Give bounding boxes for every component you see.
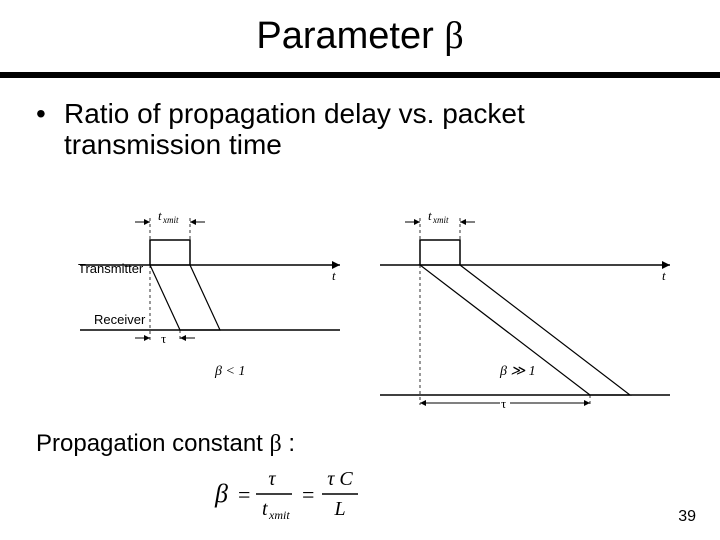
- right-diagram: t t xmit τ β ≫ 1: [380, 208, 670, 410]
- right-beta-label: β ≫ 1: [499, 364, 536, 379]
- bullet-dot: •: [36, 98, 46, 129]
- left-txmit-t: t: [158, 208, 162, 223]
- diagram: t t xmit τ β < 1: [0, 180, 720, 410]
- formula-tau1: τ: [268, 468, 276, 490]
- formula-t: t: [262, 498, 268, 520]
- bullet-point: • Ratio of propagation delay vs. packet …: [36, 98, 680, 161]
- page-number: 39: [678, 508, 696, 526]
- prop-const-suffix: :: [282, 430, 295, 457]
- title-rule: [0, 72, 720, 78]
- prop-const-beta: β: [270, 431, 282, 457]
- right-txmit-t: t: [428, 208, 432, 223]
- left-beta-label: β < 1: [214, 364, 245, 379]
- formula-tauC: τ C: [327, 468, 353, 490]
- left-txmit-sub: xmit: [162, 215, 179, 225]
- propagation-constant-label: Propagation constant β :: [36, 430, 295, 458]
- formula: β = τ t xmit = τ C L: [210, 460, 410, 530]
- right-tau: τ: [501, 396, 506, 410]
- formula-eq2: =: [302, 482, 314, 507]
- left-tau: τ: [161, 331, 166, 346]
- right-t-axis-label-top: t: [662, 268, 666, 283]
- formula-L: L: [333, 498, 345, 520]
- formula-eq1: =: [238, 482, 250, 507]
- title-beta: β: [444, 15, 463, 57]
- left-t-axis-label-top: t: [332, 268, 336, 283]
- bullet-text: Ratio of propagation delay vs. packet tr…: [64, 98, 680, 161]
- title-text: Parameter: [256, 15, 444, 57]
- formula-beta: β: [214, 479, 228, 508]
- left-diagram: t t xmit τ β < 1: [80, 208, 340, 379]
- prop-const-prefix: Propagation constant: [36, 430, 270, 457]
- formula-xmit: xmit: [268, 508, 290, 522]
- slide-title: Parameter β: [0, 14, 720, 58]
- right-txmit-sub: xmit: [432, 215, 449, 225]
